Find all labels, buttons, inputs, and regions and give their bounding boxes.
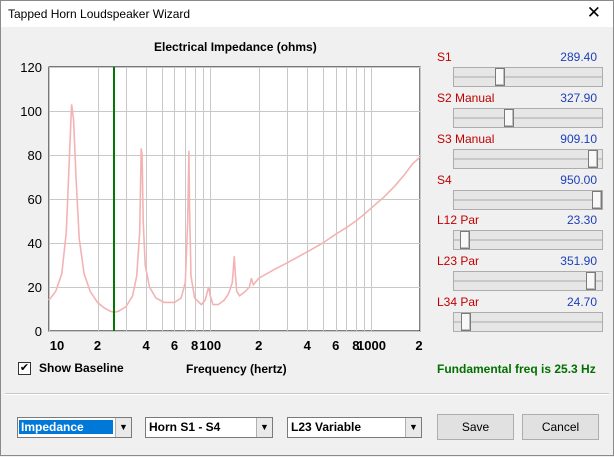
slider-thumb[interactable] <box>586 272 596 290</box>
x-tick-label: 10 <box>50 338 64 353</box>
x-tick-label: 8 <box>352 338 359 353</box>
separator <box>5 393 609 395</box>
title-bar: Tapped Horn Loudspeaker Wizard ✕ <box>1 1 613 27</box>
y-tick-label: 80 <box>28 148 42 163</box>
chevron-down-icon[interactable]: ▼ <box>405 418 421 437</box>
x-tick-label: 4 <box>304 338 312 353</box>
x-tick-label: 8 <box>191 338 198 353</box>
slider-thumb[interactable] <box>504 109 514 127</box>
y-tick-label: 120 <box>20 60 42 75</box>
variable-select[interactable]: L23 Variable ▼ <box>287 417 422 438</box>
x-tick-label: 1000 <box>357 338 386 353</box>
view-select[interactable]: Impedance ▼ <box>17 417 132 438</box>
grid-lines <box>49 67 421 332</box>
slider-track[interactable] <box>453 190 603 210</box>
x-tick-label: 4 <box>142 338 150 353</box>
slider-thumb[interactable] <box>461 313 471 331</box>
save-button[interactable]: Save <box>437 414 514 440</box>
slider-track[interactable] <box>453 149 603 169</box>
slider-label: S1 <box>437 50 452 64</box>
chart-title: Electrical Impedance (ohms) <box>154 40 317 54</box>
x-tick-label: 2 <box>255 338 262 353</box>
slider-label: L34 Par <box>437 295 480 309</box>
show-baseline-label: Show Baseline <box>39 361 124 375</box>
chevron-down-icon[interactable]: ▼ <box>115 418 131 437</box>
slider-track[interactable] <box>453 108 603 128</box>
cancel-button[interactable]: Cancel <box>522 414 599 440</box>
slider-label: S2 Manual <box>437 91 495 105</box>
y-tick-label: 0 <box>35 324 42 339</box>
slider-value: 351.90 <box>560 254 597 268</box>
impedance-curve <box>48 104 421 314</box>
x-tick-label: 6 <box>332 338 339 353</box>
slider-thumb[interactable] <box>460 231 470 249</box>
slider-track[interactable] <box>453 312 603 332</box>
x-tick-label: 6 <box>171 338 178 353</box>
variable-select-value: L23 Variable <box>291 420 362 434</box>
close-icon[interactable]: ✕ <box>586 3 601 22</box>
slider-value: 23.30 <box>566 213 597 227</box>
window-title: Tapped Horn Loudspeaker Wizard <box>8 7 191 21</box>
view-select-value: Impedance <box>19 420 113 434</box>
horn-select-value: Horn S1 - S4 <box>149 420 221 434</box>
slider-label: S4 <box>437 173 452 187</box>
slider-label: L12 Par <box>437 213 480 227</box>
y-axis-tick-labels: 0 20 40 60 80 100 120 <box>20 60 42 339</box>
fundamental-frequency-text: Fundamental freq is 25.3 Hz <box>437 362 596 376</box>
slider-value: 289.40 <box>560 50 597 64</box>
chevron-down-icon[interactable]: ▼ <box>256 418 272 437</box>
x-tick-label: 2 <box>94 338 101 353</box>
horn-select[interactable]: Horn S1 - S4 ▼ <box>145 417 273 438</box>
y-tick-label: 60 <box>28 192 42 207</box>
slider-label: L23 Par <box>437 254 480 268</box>
x-axis-title: Frequency (hertz) <box>186 362 287 376</box>
y-tick-label: 40 <box>28 236 42 251</box>
slider-track[interactable] <box>453 230 603 250</box>
show-baseline-checkbox[interactable]: ✔ <box>18 362 31 375</box>
slider-value: 327.90 <box>560 91 597 105</box>
x-tick-label: 2 <box>415 338 422 353</box>
slider-value: 950.00 <box>560 173 597 187</box>
slider-label: S3 Manual <box>437 132 495 146</box>
slider-thumb[interactable] <box>588 150 598 168</box>
slider-value: 909.10 <box>560 132 597 146</box>
slider-value: 24.70 <box>566 295 597 309</box>
y-tick-label: 100 <box>20 104 42 119</box>
slider-thumb[interactable] <box>592 191 602 209</box>
slider-thumb[interactable] <box>495 68 505 86</box>
slider-track[interactable] <box>453 67 603 87</box>
x-tick-label: 100 <box>199 338 221 353</box>
y-tick-label: 20 <box>28 280 42 295</box>
slider-track[interactable] <box>453 271 603 291</box>
